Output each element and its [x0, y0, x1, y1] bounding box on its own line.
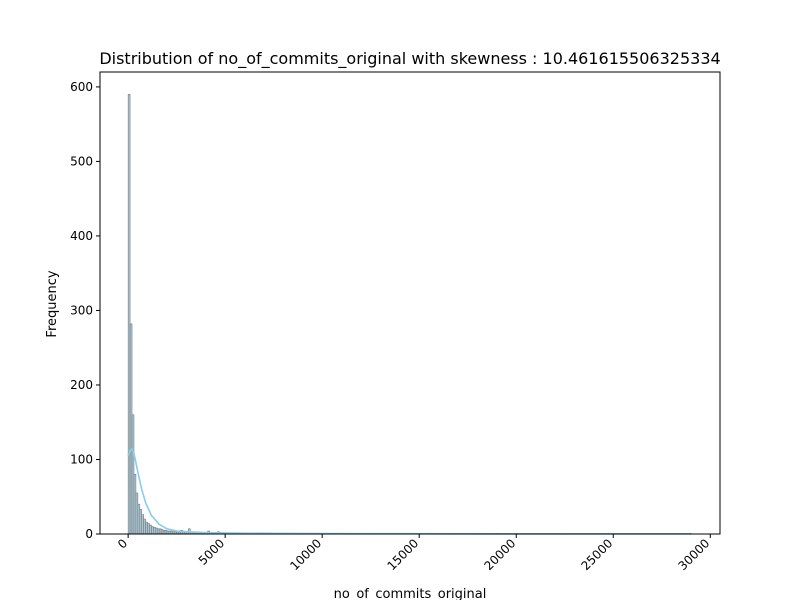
plot-frame: [99, 71, 721, 535]
x-tick-label: 15000: [384, 536, 421, 573]
x-tick-label: 25000: [578, 536, 615, 573]
kde-layer: [127, 448, 691, 535]
y-tick-label: 200: [70, 378, 93, 392]
x-tick-label: 5000: [196, 536, 227, 567]
kde-curve: [127, 448, 691, 535]
x-axis: 0 5000 10000 15000 20000 25000 30000: [115, 534, 712, 573]
chart-title: Distribution of no_of_commits_original w…: [99, 49, 720, 69]
y-axis-label: Frequency: [45, 270, 60, 337]
y-tick-label: 600: [70, 80, 93, 94]
x-tick-label: 0: [115, 536, 130, 551]
histogram-bar: [153, 526, 156, 535]
y-tick-label: 500: [70, 154, 93, 168]
y-tick-label: 100: [70, 452, 93, 466]
y-axis: 0 100 200 300 400 500 600: [70, 80, 100, 541]
x-tick-label: 20000: [481, 536, 518, 573]
bars-layer: [127, 94, 692, 535]
y-tick-label: 0: [85, 527, 93, 541]
y-tick-label: 400: [70, 229, 93, 243]
x-axis-label: no_of_commits_original: [334, 587, 487, 600]
x-tick-label: 30000: [676, 536, 713, 573]
x-tick-label: 10000: [287, 536, 324, 573]
y-tick-label: 300: [70, 303, 93, 317]
